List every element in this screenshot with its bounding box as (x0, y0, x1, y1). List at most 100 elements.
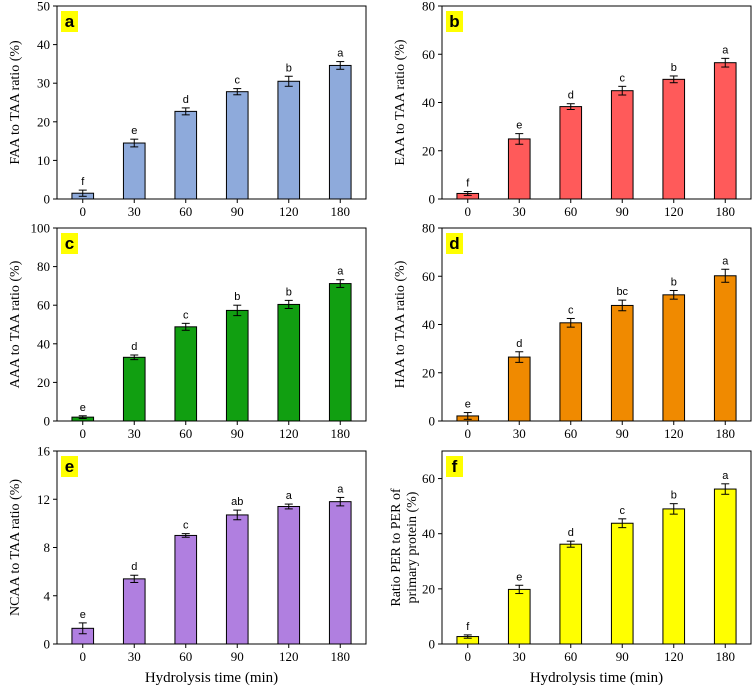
x-tick-label-c-90: 90 (231, 426, 244, 441)
bar-b-180 (713, 62, 737, 200)
significance-letter-a-180: a (337, 48, 344, 60)
panel-label-d: d (449, 234, 459, 253)
significance-letter-f-60: d (568, 527, 574, 539)
y-tick-label-b-60: 60 (422, 47, 435, 62)
panel-b: f 0 e 30 d 60 c 90 b 120 a 180 0 20 40 60 80 EAA to TAA r… (393, 0, 752, 219)
x-tick-label-e-120: 120 (279, 649, 299, 664)
x-tick-label-c-30: 30 (128, 426, 141, 441)
y-tick-label-d-60: 60 (422, 269, 435, 284)
x-tick-label-d-90: 90 (616, 426, 629, 441)
x-tick-label-b-90: 90 (616, 204, 629, 219)
bar-b-90 (610, 90, 634, 200)
y-tick-label-a-50: 50 (37, 0, 50, 14)
bar-f-30 (507, 588, 531, 645)
x-tick-label-e-0: 0 (80, 649, 87, 664)
y-tick-label-e-0: 0 (44, 637, 51, 652)
bar-c-60 (174, 326, 198, 422)
x-axis-label-e: Hydrolysis time (min) (145, 670, 278, 686)
bar-e-120 (277, 505, 301, 645)
panel-e: e 0 d 30 c 60 ab 90 a 120 a 180 0 4 8 12 16 NCAA to TAA r… (8, 444, 367, 686)
significance-letter-d-180: a (722, 255, 729, 267)
y-tick-label-f-0: 0 (429, 637, 436, 652)
x-tick-label-a-60: 60 (179, 204, 192, 219)
y-axis-label-e: NCAA to TAA ratio (%) (8, 479, 23, 616)
y-tick-label-b-80: 80 (422, 0, 435, 14)
y-tick-label-e-4: 4 (44, 588, 51, 603)
significance-letter-f-120: b (671, 490, 677, 502)
y-tick-label-a-10: 10 (37, 153, 50, 168)
y-tick-label-e-16: 16 (37, 444, 51, 459)
bar-c-30 (122, 356, 146, 422)
panel-d: e 0 d 30 c 60 bc 90 b 120 a 180 0 20 40 60 80 HAA to TAA … (393, 221, 752, 441)
bar-d-60 (559, 322, 583, 422)
panel-a: f 0 e 30 d 60 c 90 b 120 a 180 0 10 20 30 40 50 FAA to TAA… (8, 0, 367, 219)
significance-letter-f-30: e (516, 571, 522, 583)
x-tick-label-d-0: 0 (465, 426, 472, 441)
x-tick-label-d-30: 30 (513, 426, 526, 441)
significance-letter-e-0: e (80, 609, 86, 621)
y-axis-label-a: FAA to TAA ratio (%) (8, 40, 23, 165)
x-tick-label-b-60: 60 (564, 204, 577, 219)
bar-a-90 (225, 91, 249, 200)
x-tick-label-a-30: 30 (128, 204, 141, 219)
x-tick-label-a-120: 120 (279, 204, 299, 219)
significance-letter-d-60: c (568, 304, 574, 316)
significance-letter-b-120: b (671, 62, 677, 74)
x-tick-label-c-120: 120 (279, 426, 299, 441)
significance-letter-e-180: a (337, 483, 344, 495)
x-tick-label-f-90: 90 (616, 649, 629, 664)
bar-f-60 (559, 543, 583, 645)
significance-letter-f-90: c (620, 505, 626, 517)
significance-letter-a-30: e (131, 125, 137, 137)
significance-letter-e-120: a (286, 490, 293, 502)
significance-letter-a-60: d (183, 94, 189, 106)
x-tick-label-c-180: 180 (331, 426, 351, 441)
panel-label-f: f (452, 457, 458, 476)
bar-b-120 (662, 78, 686, 200)
y-tick-label-d-0: 0 (429, 414, 436, 429)
panel-label-highlight-e (61, 456, 78, 477)
y-tick-label-c-20: 20 (37, 375, 50, 390)
panel-label-highlight-f (446, 456, 463, 477)
x-tick-label-d-120: 120 (664, 426, 684, 441)
bar-d-120 (662, 294, 686, 422)
panel-label-highlight-c (61, 233, 78, 254)
bar-c-180 (328, 283, 352, 422)
bar-a-180 (328, 64, 352, 200)
bar-a-60 (174, 110, 198, 200)
bar-d-180 (713, 275, 737, 422)
bar-c-120 (277, 303, 301, 422)
significance-letter-c-30: d (131, 341, 137, 353)
bar-f-120 (662, 508, 686, 645)
y-axis-label-f-line-2: primary protein (%) (405, 491, 420, 603)
bar-e-90 (225, 514, 249, 645)
x-tick-label-a-180: 180 (331, 204, 351, 219)
y-tick-label-a-20: 20 (37, 114, 50, 129)
bar-c-90 (225, 309, 249, 422)
x-tick-label-c-0: 0 (80, 426, 87, 441)
x-tick-label-a-90: 90 (231, 204, 244, 219)
significance-letter-c-60: c (183, 309, 189, 321)
plot-frame-c (56, 227, 367, 422)
bar-f-180 (713, 488, 737, 645)
plot-frame-f (441, 450, 752, 645)
x-tick-label-c-60: 60 (179, 426, 192, 441)
plot-frame-e (56, 450, 367, 645)
x-tick-label-b-120: 120 (664, 204, 684, 219)
y-tick-label-b-20: 20 (422, 143, 435, 158)
significance-letter-b-60: d (568, 90, 574, 102)
x-tick-label-f-120: 120 (664, 649, 684, 664)
x-tick-label-e-60: 60 (179, 649, 192, 664)
significance-letter-b-30: e (516, 120, 522, 132)
significance-letter-d-0: e (465, 399, 471, 411)
panel-label-b: b (449, 12, 459, 31)
x-tick-label-d-180: 180 (716, 426, 736, 441)
y-tick-label-b-40: 40 (422, 95, 435, 110)
significance-letter-c-120: b (286, 286, 292, 298)
x-tick-label-f-60: 60 (564, 649, 577, 664)
x-tick-label-b-30: 30 (513, 204, 526, 219)
bar-f-90 (610, 522, 634, 645)
y-tick-label-c-100: 100 (31, 221, 51, 236)
panel-label-a: a (65, 12, 75, 31)
